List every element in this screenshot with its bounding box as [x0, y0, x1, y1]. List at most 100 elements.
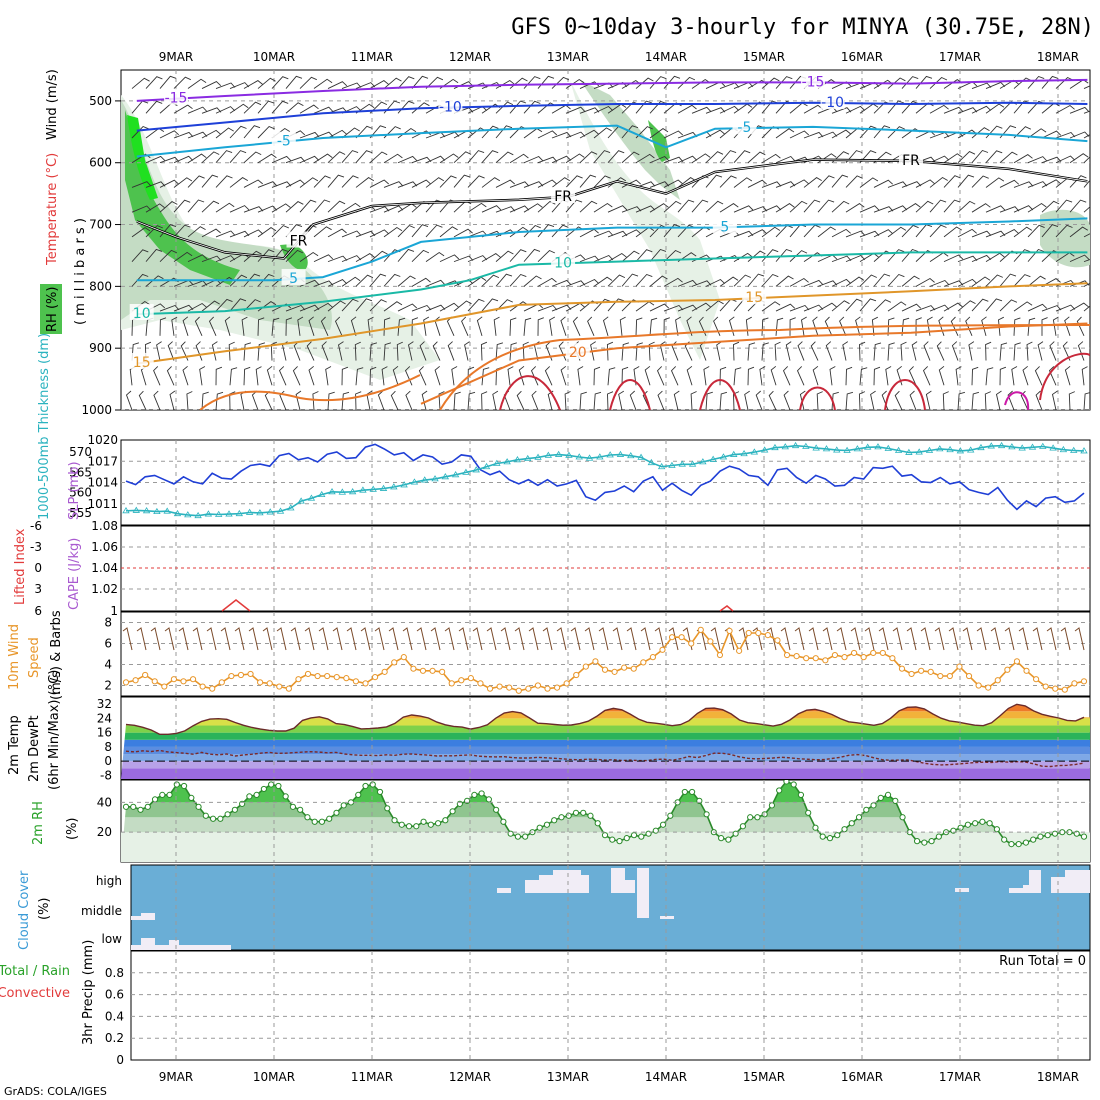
wind-barb — [621, 229, 642, 238]
contour-label--5: -5 — [737, 120, 751, 136]
wind-barb — [951, 341, 959, 361]
wind10-point — [314, 672, 321, 680]
wind-barb — [407, 341, 414, 361]
surface-barb — [1032, 627, 1043, 651]
thickness-point — [966, 446, 975, 453]
wind10-ticks: 2 4 6 8 — [104, 616, 112, 693]
surface-barb — [332, 627, 343, 651]
wind-barb — [173, 304, 194, 312]
wind-barb — [308, 316, 315, 336]
rh2m-point — [892, 797, 899, 804]
wind-barb — [565, 78, 585, 89]
wind-barb — [495, 206, 516, 213]
thickness-point — [287, 504, 295, 511]
wind10-point — [793, 653, 800, 660]
wind-barb — [593, 150, 611, 164]
wind-barb — [607, 367, 616, 386]
wind-barb — [670, 366, 679, 386]
wind-barb — [383, 77, 402, 89]
cloud-unit: (%) — [37, 898, 52, 921]
rh2m-point — [180, 782, 188, 790]
wind-barb — [509, 205, 530, 213]
wind10-point — [668, 634, 676, 641]
wind10-point — [736, 647, 743, 654]
wind-barb — [831, 300, 850, 312]
wind-barb — [1069, 254, 1090, 263]
wind-barb — [593, 230, 614, 238]
wind10-point — [707, 638, 714, 645]
wind-barb — [383, 153, 403, 164]
wind10-point — [180, 678, 187, 685]
wind10-point — [697, 626, 704, 633]
wind-barb — [125, 390, 133, 410]
upper-air-ylabel: RH (%) Temperature (°C) Wind (m/s) ( m i… — [45, 69, 88, 332]
wind-barb — [873, 342, 882, 361]
wind-barb — [1013, 317, 1021, 336]
thickness-point — [266, 508, 274, 515]
wind-barb — [675, 316, 682, 336]
isotherm-5 — [136, 217, 1088, 282]
wind-barb — [495, 299, 513, 312]
surface-barb — [360, 627, 371, 651]
isotherm--5 — [136, 124, 1088, 158]
wind-barb — [1069, 199, 1087, 213]
wind-barb — [691, 106, 712, 114]
cloud-level-middle: middle — [81, 904, 122, 918]
wind-barb — [747, 366, 755, 386]
wind-barb — [327, 107, 348, 114]
rh2m-point — [246, 793, 253, 800]
wind-barb — [644, 365, 651, 386]
wind-barb — [1055, 104, 1075, 114]
wind10-point — [285, 685, 292, 692]
thickness-point — [524, 454, 532, 462]
thickness-point — [441, 473, 450, 480]
temp-band — [121, 732, 1090, 740]
wind-barb — [565, 131, 586, 139]
wind-barb — [215, 255, 236, 263]
wind-barb — [1052, 316, 1059, 336]
wind-barb — [243, 206, 264, 213]
rh2m-point — [166, 791, 173, 799]
wind-barb — [761, 205, 782, 213]
wind-barb — [733, 230, 754, 238]
rh2m-point — [972, 820, 979, 827]
surface-barb — [444, 627, 455, 651]
wind-barb — [411, 224, 429, 238]
surface-barb — [318, 627, 329, 651]
wind-barb — [341, 82, 362, 89]
wind-barb — [873, 206, 894, 213]
slp-ticks: 555 560 565 570 1011 1014 1017 1020 — [69, 433, 118, 520]
thickness-point — [348, 488, 357, 495]
wind-barb — [845, 366, 853, 386]
wind-barb — [369, 342, 378, 361]
wind-barb — [201, 107, 222, 114]
wind10-point — [257, 679, 264, 686]
wind-barb — [894, 390, 903, 410]
wind-barb — [691, 175, 709, 188]
rh2m-point — [659, 821, 667, 828]
wind-barb — [299, 251, 319, 263]
wind-barb — [1035, 390, 1043, 410]
wind-barb — [900, 341, 907, 361]
thickness-line — [125, 444, 1085, 517]
wind-barb — [1007, 390, 1015, 410]
thickness-point — [328, 488, 336, 495]
wind-barb — [955, 366, 962, 386]
thickness-point — [163, 507, 171, 514]
wind-barb — [593, 254, 614, 263]
temp-tick-8: 8 — [104, 740, 112, 754]
wind-barb — [774, 341, 781, 361]
temp-line — [125, 703, 1085, 735]
wind-barb — [201, 129, 221, 139]
wind-barb — [984, 391, 991, 410]
wind-barb — [173, 104, 193, 114]
wind-barb — [367, 316, 374, 336]
bottom-date-15MAR: 15MAR — [743, 1070, 785, 1084]
wind-barb — [929, 104, 949, 114]
rh2m-point — [376, 788, 384, 796]
wind-barb — [635, 273, 653, 287]
rh2m-point — [362, 782, 369, 790]
wind-barb — [761, 273, 779, 287]
wind-barb — [1055, 155, 1076, 164]
wind-barb — [560, 365, 567, 386]
